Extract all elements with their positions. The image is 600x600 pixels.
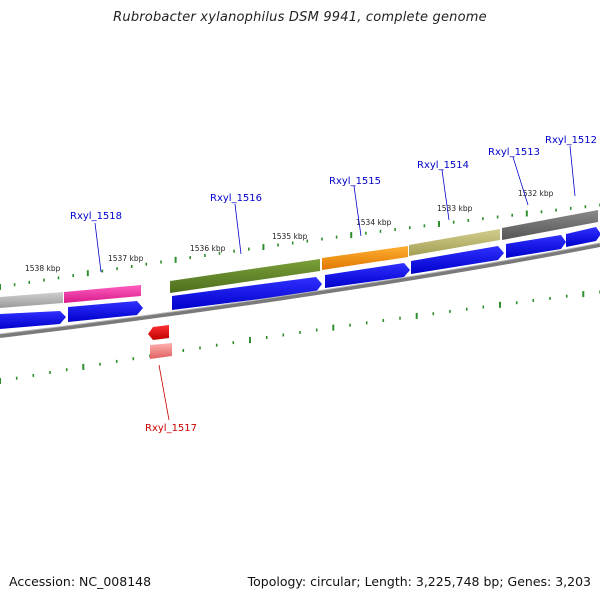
tick-labels: 1538 kbp 1537 kbp 1536 kbp 1535 kbp 1534… [25,189,554,273]
leader-line [569,145,576,197]
leader-line [353,185,362,237]
gene-arrow[interactable] [172,277,322,310]
gene-labels: Rxyl_1518 Rxyl_1516 Rxyl_1515 Rxyl_1514 … [70,135,597,434]
gene-arrow[interactable] [411,246,504,274]
cog-segment [64,285,141,303]
leader-line [234,203,242,255]
forward-genes [0,227,600,329]
leader-line [512,156,529,206]
cog-segment [409,229,500,256]
leader-line-reverse [158,364,170,421]
gene-arrow[interactable] [0,311,66,329]
cog-segment [322,246,408,270]
topology-text: Topology: circular; Length: 3,225,748 bp… [247,574,591,589]
genome-backbone [0,243,600,338]
gene-arrow[interactable] [566,227,600,247]
gene-label[interactable]: Rxyl_1516 [210,193,262,204]
genome-backbone-highlight [0,242,600,335]
cog-band [0,210,598,308]
cog-segment [502,210,598,240]
gene-arrow-reverse[interactable] [148,325,169,340]
accession-text: Accession: NC_008148 [9,574,152,589]
tick-label: 1532 kbp [518,189,554,198]
tick-label: 1534 kbp [356,218,392,227]
cog-segment [170,259,320,293]
tick-label: 1533 kbp [437,204,473,213]
leader-line [94,222,102,273]
gene-label[interactable]: Rxyl_1513 [488,147,540,158]
gene-arrow[interactable] [325,263,410,288]
cog-segment [0,292,63,308]
gene-label[interactable]: Rxyl_1514 [417,160,469,171]
map-title: Rubrobacter xylanophilus DSM 9941, compl… [113,10,487,25]
leader-line [441,169,450,221]
gene-label[interactable]: Rxyl_1512 [545,135,597,146]
cog-segment-reverse [150,343,172,359]
tick-label: 1535 kbp [272,232,308,241]
gene-arrow[interactable] [506,235,566,258]
gene-arrow[interactable] [68,301,143,322]
inner-tick-ring [0,290,600,384]
gene-label-reverse[interactable]: Rxyl_1517 [145,423,197,434]
tick-label: 1536 kbp [190,244,226,253]
gene-label[interactable]: Rxyl_1518 [70,211,122,222]
tick-label: 1537 kbp [108,254,144,263]
tick-label: 1538 kbp [25,264,61,273]
outer-tick-ring [0,203,600,290]
gene-label[interactable]: Rxyl_1515 [329,176,381,187]
gene-leader-lines [94,145,576,273]
